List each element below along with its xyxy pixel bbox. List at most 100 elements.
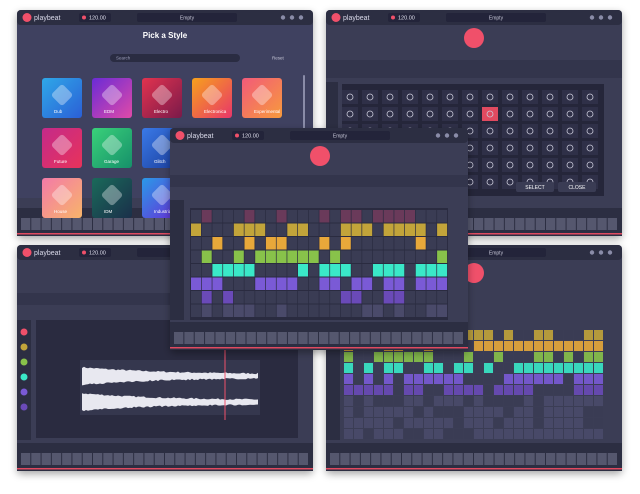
step[interactable] xyxy=(394,396,403,406)
step[interactable] xyxy=(330,237,341,250)
step[interactable] xyxy=(524,330,533,340)
step[interactable] xyxy=(319,264,330,277)
step[interactable] xyxy=(405,264,415,277)
step[interactable] xyxy=(383,304,394,318)
step[interactable] xyxy=(534,429,543,439)
step[interactable] xyxy=(354,396,363,406)
step[interactable] xyxy=(524,363,533,373)
step[interactable] xyxy=(484,374,493,384)
step[interactable] xyxy=(534,341,543,351)
step[interactable] xyxy=(574,429,583,439)
step[interactable] xyxy=(340,277,351,291)
step[interactable] xyxy=(330,223,341,237)
step[interactable] xyxy=(201,264,212,277)
step[interactable] xyxy=(594,385,603,395)
step[interactable] xyxy=(504,385,513,395)
step[interactable] xyxy=(415,304,426,318)
step[interactable] xyxy=(276,210,287,223)
step[interactable] xyxy=(504,418,513,428)
icon-cell[interactable] xyxy=(402,90,418,104)
step[interactable] xyxy=(524,418,533,428)
step[interactable] xyxy=(484,352,493,362)
step[interactable] xyxy=(574,407,583,417)
step[interactable] xyxy=(223,264,234,277)
step[interactable] xyxy=(464,341,473,351)
step[interactable] xyxy=(464,418,473,428)
step[interactable] xyxy=(554,407,563,417)
step[interactable] xyxy=(564,352,573,362)
step[interactable] xyxy=(426,304,437,318)
step[interactable] xyxy=(244,304,255,318)
step[interactable] xyxy=(255,237,266,250)
step[interactable] xyxy=(212,223,223,237)
step[interactable] xyxy=(394,291,405,304)
icon-cell[interactable] xyxy=(522,90,538,104)
step[interactable] xyxy=(464,407,473,417)
step[interactable] xyxy=(594,330,603,340)
step[interactable] xyxy=(474,341,483,351)
step[interactable] xyxy=(426,237,437,250)
step[interactable] xyxy=(374,363,383,373)
step[interactable] xyxy=(212,210,223,223)
step[interactable] xyxy=(514,363,523,373)
step[interactable] xyxy=(362,291,373,304)
step[interactable] xyxy=(201,277,212,291)
step[interactable] xyxy=(191,210,201,223)
step[interactable] xyxy=(223,237,234,250)
step[interactable] xyxy=(444,418,453,428)
step[interactable] xyxy=(223,277,234,291)
step[interactable] xyxy=(362,223,373,237)
step[interactable] xyxy=(404,396,413,406)
step[interactable] xyxy=(364,385,373,395)
step[interactable] xyxy=(544,330,553,340)
step[interactable] xyxy=(276,304,287,318)
step[interactable] xyxy=(584,418,593,428)
icon-cell[interactable] xyxy=(502,90,518,104)
toolbar-icon[interactable] xyxy=(598,15,604,20)
step[interactable] xyxy=(330,264,341,277)
step[interactable] xyxy=(437,264,448,277)
icon-cell[interactable] xyxy=(502,175,518,189)
step[interactable] xyxy=(415,291,426,304)
step[interactable] xyxy=(298,277,308,291)
step[interactable] xyxy=(554,341,563,351)
step[interactable] xyxy=(544,363,553,373)
step[interactable] xyxy=(287,223,298,237)
icon-cell[interactable] xyxy=(522,158,538,172)
step[interactable] xyxy=(384,407,393,417)
step[interactable] xyxy=(191,264,201,277)
step[interactable] xyxy=(319,250,330,264)
step[interactable] xyxy=(344,374,353,384)
step[interactable] xyxy=(404,374,413,384)
step[interactable] xyxy=(201,250,212,264)
step[interactable] xyxy=(544,429,553,439)
step[interactable] xyxy=(564,407,573,417)
icon-cell[interactable] xyxy=(582,107,598,121)
record-button[interactable] xyxy=(464,263,484,283)
step[interactable] xyxy=(276,277,287,291)
step[interactable] xyxy=(201,237,212,250)
step[interactable] xyxy=(424,385,433,395)
step[interactable] xyxy=(191,250,201,264)
step[interactable] xyxy=(494,374,503,384)
step[interactable] xyxy=(383,250,394,264)
step[interactable] xyxy=(351,250,362,264)
step[interactable] xyxy=(437,291,448,304)
icon-cell[interactable] xyxy=(502,124,518,138)
step[interactable] xyxy=(223,223,234,237)
step[interactable] xyxy=(494,330,503,340)
step[interactable] xyxy=(464,429,473,439)
tempo-box[interactable] xyxy=(388,13,420,22)
step[interactable] xyxy=(330,277,341,291)
step[interactable] xyxy=(374,418,383,428)
icon-cell[interactable] xyxy=(562,107,578,121)
step[interactable] xyxy=(584,374,593,384)
step[interactable] xyxy=(434,396,443,406)
step[interactable] xyxy=(404,385,413,395)
step[interactable] xyxy=(255,277,266,291)
icon-cell[interactable] xyxy=(562,90,578,104)
step[interactable] xyxy=(564,363,573,373)
step[interactable] xyxy=(454,385,463,395)
step[interactable] xyxy=(298,291,308,304)
step[interactable] xyxy=(554,352,563,362)
